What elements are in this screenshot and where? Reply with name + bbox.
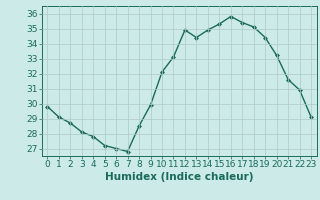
X-axis label: Humidex (Indice chaleur): Humidex (Indice chaleur) <box>105 172 253 182</box>
